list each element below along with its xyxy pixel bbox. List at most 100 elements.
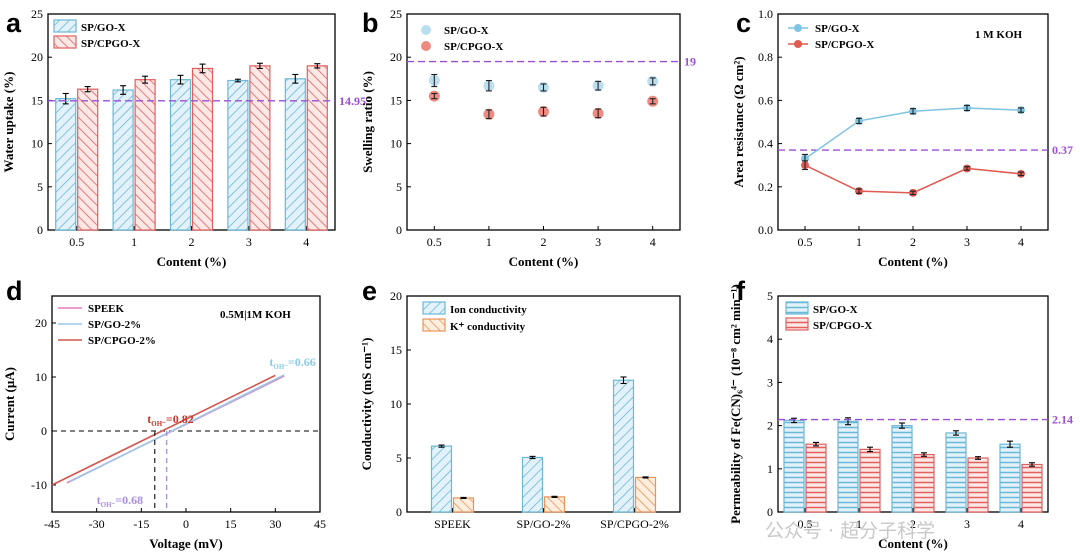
x-tick-label: 30 bbox=[269, 517, 281, 531]
bar bbox=[306, 65, 328, 231]
y-tick-label: -10 bbox=[31, 478, 47, 492]
legend-swatch bbox=[53, 19, 77, 33]
bar bbox=[913, 453, 935, 513]
x-tick-label: -30 bbox=[89, 517, 105, 531]
x-tick-label: 3 bbox=[964, 517, 970, 531]
reference-label: 14.95 bbox=[339, 94, 366, 108]
x-tick-label: 3 bbox=[595, 235, 601, 249]
x-axis-label: Voltage (mV) bbox=[149, 536, 223, 551]
y-tick-label: 5 bbox=[396, 180, 402, 194]
legend-label: SP/GO-X bbox=[815, 23, 860, 35]
legend-swatch bbox=[422, 301, 446, 315]
panel-letter: c bbox=[736, 8, 751, 38]
bar bbox=[783, 419, 805, 513]
y-tick-label: 20 bbox=[35, 316, 47, 330]
series-line bbox=[804, 164, 1022, 194]
x-tick-label: 1 bbox=[856, 235, 862, 249]
transference-label: tOH⁻=0.66 bbox=[269, 355, 315, 371]
bar bbox=[634, 476, 657, 513]
x-tick-label: 3 bbox=[246, 235, 252, 249]
bar bbox=[805, 443, 827, 513]
x-axis-label: Content (%) bbox=[878, 254, 948, 269]
bar bbox=[249, 65, 271, 231]
panel-letter: f bbox=[736, 276, 746, 306]
legend-label: SP/GO-X bbox=[813, 304, 858, 316]
legend-marker bbox=[794, 40, 802, 48]
bar bbox=[191, 67, 214, 231]
bar bbox=[227, 79, 249, 231]
iv-curve bbox=[51, 374, 276, 486]
reference-label: 0.37 bbox=[1052, 143, 1073, 157]
y-tick-label: 0 bbox=[396, 505, 402, 519]
condition-annotation: 1 M KOH bbox=[975, 29, 1022, 41]
watermark: 公众号 · 超分子科学 bbox=[765, 520, 935, 542]
y-tick-label: 0 bbox=[41, 424, 47, 438]
panel-letter: d bbox=[6, 276, 23, 306]
bar bbox=[967, 457, 989, 513]
y-tick-label: 10 bbox=[31, 137, 43, 151]
x-tick-label: 45 bbox=[314, 517, 326, 531]
y-tick-label: 0.8 bbox=[758, 50, 773, 64]
x-tick-label: 2 bbox=[541, 235, 547, 249]
legend-label: SPEEK bbox=[88, 303, 125, 315]
bar bbox=[112, 89, 134, 231]
legend-label: Ion conductivity bbox=[450, 304, 527, 316]
x-tick-label: SP/CPGO-2% bbox=[600, 517, 669, 531]
y-axis-label: Swelling ratio (%) bbox=[360, 71, 375, 173]
y-tick-label: 0 bbox=[767, 505, 773, 519]
legend-label: SP/GO-X bbox=[81, 22, 126, 34]
y-axis-label: Current (μA) bbox=[2, 367, 17, 441]
y-tick-label: 25 bbox=[31, 7, 43, 21]
legend-swatch bbox=[785, 317, 809, 331]
x-tick-label: 4 bbox=[1018, 517, 1024, 531]
iv-curve bbox=[69, 374, 285, 483]
bar bbox=[521, 456, 544, 513]
legend-label: SP/CPGO-X bbox=[813, 320, 872, 332]
bar bbox=[452, 497, 475, 513]
panel-b: b 0 5 10 15 20 25 Content (%) Swelling ratio (%)… bbox=[360, 7, 696, 269]
y-axis-label: Permeability of Fe(CN)₆⁴⁻ (10⁻⁸ cm² min⁻… bbox=[728, 284, 743, 524]
y-axis-label: Area resistance (Ω cm²) bbox=[731, 56, 746, 187]
x-tick-label: 1 bbox=[131, 235, 137, 249]
legend-label: K⁺ conductivity bbox=[450, 321, 526, 333]
bar bbox=[859, 448, 881, 513]
legend-label: SP/CPGO-X bbox=[815, 39, 874, 51]
panel-f: f 0 1 2 3 4 5 Content (%) Permeability of Fe(CN)… bbox=[728, 276, 1073, 551]
y-tick-label: 5 bbox=[396, 451, 402, 465]
y-tick-label: 0.2 bbox=[758, 180, 773, 194]
bar bbox=[837, 420, 859, 513]
x-axis-label: Content (%) bbox=[157, 254, 227, 269]
y-tick-label: 5 bbox=[37, 180, 43, 194]
legend-marker bbox=[794, 24, 802, 32]
x-tick-label: 2 bbox=[910, 235, 916, 249]
panel-letter: b bbox=[362, 8, 379, 38]
legend-swatch bbox=[422, 318, 446, 332]
bar bbox=[134, 79, 156, 231]
transference-label: tOH⁻=0.68 bbox=[97, 493, 143, 509]
x-tick-label: 4 bbox=[650, 235, 656, 249]
bar bbox=[430, 445, 453, 513]
legend-label: SP/CPGO-2% bbox=[88, 335, 156, 347]
legend-label: SP/GO-X bbox=[444, 25, 489, 37]
panel-d: d -10 0 10 20 Voltage (mV) Current (μA) -45 -30 -… bbox=[2, 276, 326, 551]
x-tick-label: 0.5 bbox=[798, 235, 813, 249]
y-tick-label: 0.0 bbox=[758, 223, 773, 237]
bar bbox=[55, 98, 77, 231]
bar bbox=[1021, 463, 1043, 513]
condition-annotation: 0.5M|1M KOH bbox=[220, 309, 291, 321]
x-tick-label: 15 bbox=[225, 517, 237, 531]
y-tick-label: 5 bbox=[767, 289, 773, 303]
panel-e: e 0 5 10 15 20 Conductivity (mS cm⁻¹) SPEEK SP/G… bbox=[359, 276, 681, 531]
panel-letter: a bbox=[6, 8, 22, 38]
x-tick-label: 0 bbox=[183, 517, 189, 531]
x-tick-label: -15 bbox=[133, 517, 149, 531]
x-tick-label: SP/GO-2% bbox=[516, 517, 570, 531]
y-tick-label: 1.0 bbox=[758, 7, 773, 21]
x-tick-label: 3 bbox=[964, 235, 970, 249]
bar bbox=[169, 79, 192, 231]
x-tick-label: 1 bbox=[856, 517, 862, 531]
y-tick-label: 20 bbox=[390, 289, 402, 303]
y-tick-label: 20 bbox=[390, 50, 402, 64]
legend-label: SP/GO-2% bbox=[88, 319, 141, 331]
y-tick-label: 15 bbox=[31, 93, 43, 107]
